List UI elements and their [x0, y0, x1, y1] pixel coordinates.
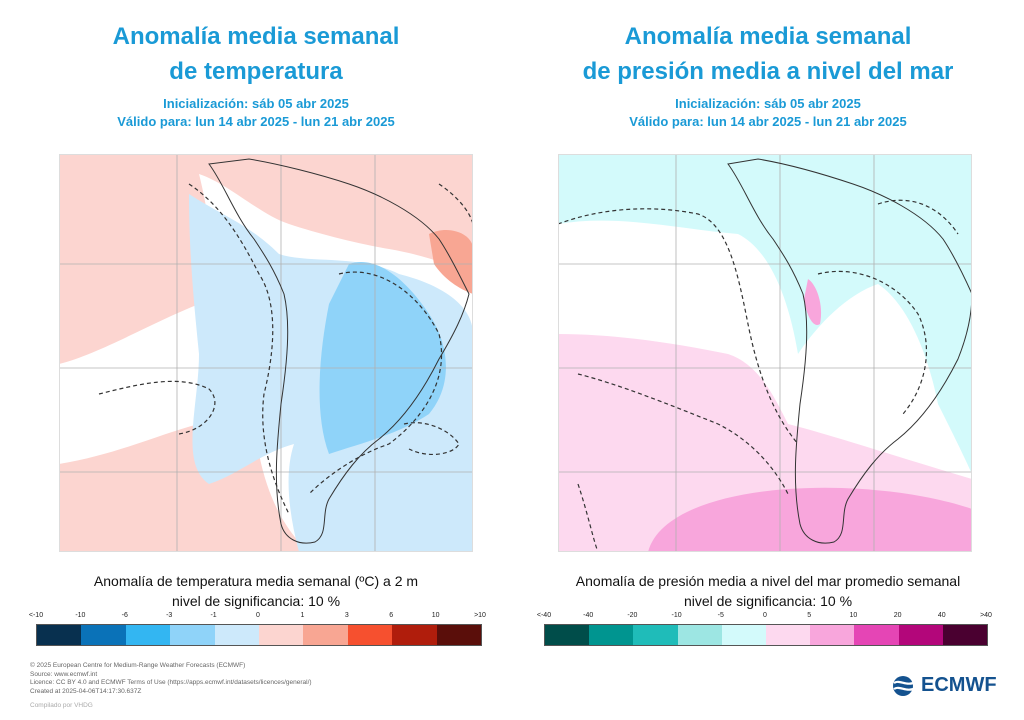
- temperature-colorbar: [36, 624, 482, 646]
- compiled-by: Compilado por VHDG: [30, 702, 93, 709]
- footer-source: Source: www.ecmwf.int: [30, 670, 98, 678]
- temperature-init-date: Inicialización: sáb 05 abr 2025: [163, 96, 349, 111]
- colorbar-segment: [942, 625, 988, 645]
- colorbar-segment: [392, 625, 437, 645]
- colorbar-segment: [303, 625, 348, 645]
- colorbar-segment: [721, 625, 767, 645]
- temperature-anomaly-map: [59, 154, 473, 552]
- colorbar-segment: [898, 625, 943, 645]
- warm-spot: [429, 229, 473, 294]
- colorbar-tick-label: -10: [671, 612, 682, 619]
- cool-anomaly-area: [319, 262, 446, 454]
- colorbar-segment: [170, 625, 215, 645]
- temperature-panel: Anomalía media semanal de temperatura In…: [0, 0, 512, 660]
- map-grid: [59, 154, 473, 552]
- footer-copyright: © 2025 European Centre for Medium-Range …: [30, 662, 246, 669]
- pressure-panel: Anomalía media semanal de presión media …: [512, 0, 1024, 660]
- colorbar-tick-label: >10: [474, 612, 486, 619]
- pressure-init-date: Inicialización: sáb 05 abr 2025: [675, 96, 861, 111]
- ecmwf-logo-text: ECMWF: [921, 674, 997, 696]
- pressure-colorbar: [544, 624, 988, 646]
- significance-contours: [98, 183, 473, 515]
- colorbar-tick-label: -10: [75, 612, 86, 619]
- ecmwf-logo: ECMWF: [892, 674, 997, 697]
- coastline: [208, 158, 470, 544]
- colorbar-segment: [766, 625, 811, 645]
- temperature-colorbar-ticks: <-10 -10 -6 -3 -1 0 1 3 6 10 >10: [29, 612, 486, 624]
- colorbar-segment: [545, 625, 590, 645]
- colorbar-tick-label: -6: [121, 612, 128, 619]
- footer-created: Created at 2025-04-06T14:17:30.637Z: [30, 687, 142, 695]
- positive-spot: [804, 279, 822, 325]
- colorbar-segment: [37, 625, 82, 645]
- colorbar-tick-label: 10: [849, 612, 858, 619]
- temperature-valid-range: Válido para: lun 14 abr 2025 - lun 21 ab…: [117, 114, 395, 129]
- colorbar-tick-label: <-40: [536, 612, 552, 619]
- colorbar-tick-label: -1: [210, 612, 217, 619]
- temperature-colorbar-title: Anomalía de temperatura media semanal (º…: [93, 573, 419, 589]
- pressure-significance-label: nivel de significancia: 10 %: [683, 593, 853, 609]
- colorbar-tick-label: -3: [166, 612, 173, 619]
- colorbar-segment: [81, 625, 126, 645]
- colorbar-segment: [347, 625, 393, 645]
- colorbar-tick-label: 10: [431, 612, 440, 619]
- temperature-title-line1: Anomalía media semanal: [112, 23, 400, 50]
- colorbar-segment: [214, 625, 260, 645]
- significance-contours: [558, 199, 959, 552]
- colorbar-segment: [633, 625, 678, 645]
- map-grid: [558, 154, 972, 552]
- pressure-colorbar-ticks: <-40 -40 -20 -10 -5 0 5 10 20 40 >40: [537, 612, 992, 624]
- copyright-footer: © 2025 European Centre for Medium-Range …: [30, 662, 312, 696]
- temperature-significance-label: nivel de significancia: 10 %: [171, 593, 341, 609]
- colorbar-segment: [589, 625, 634, 645]
- colorbar-tick-label: <-10: [28, 612, 44, 619]
- colorbar-tick-label: -40: [583, 612, 594, 619]
- colorbar-segment: [677, 625, 722, 645]
- colorbar-tick-label: >40: [980, 612, 992, 619]
- colorbar-tick-label: 6: [389, 612, 394, 619]
- colorbar-tick-label: 3: [344, 612, 349, 619]
- colorbar-segment: [259, 625, 304, 645]
- pressure-title-line1: Anomalía media semanal: [624, 23, 912, 50]
- pressure-valid-range: Válido para: lun 14 abr 2025 - lun 21 ab…: [629, 114, 907, 129]
- ecmwf-logo-icon: [893, 675, 917, 696]
- colorbar-tick-label: 40: [937, 612, 946, 619]
- colorbar-segment: [810, 625, 855, 645]
- pressure-title-line2: de presión media a nivel del mar: [582, 58, 954, 85]
- colorbar-tick-label: -5: [717, 612, 724, 619]
- colorbar-tick-label: 20: [893, 612, 902, 619]
- colorbar-tick-label: 0: [256, 612, 260, 619]
- pressure-colorbar-title: Anomalía de presión media a nivel del ma…: [575, 573, 961, 589]
- colorbar-tick-label: 0: [763, 612, 767, 619]
- colorbar-segment: [436, 625, 482, 645]
- footer-licence: Licence: CC BY 4.0 and ECMWF Terms of Us…: [30, 679, 312, 686]
- pressure-anomaly-map: [558, 154, 972, 552]
- coastline: [727, 158, 972, 544]
- colorbar-tick-label: -20: [627, 612, 638, 619]
- colorbar-segment: [854, 625, 899, 645]
- colorbar-tick-label: 1: [300, 612, 305, 619]
- positive-pressure-area: [648, 487, 972, 552]
- colorbar-segment: [125, 625, 171, 645]
- colorbar-tick-label: 5: [807, 612, 812, 619]
- temperature-title-line2: de temperatura: [169, 58, 343, 85]
